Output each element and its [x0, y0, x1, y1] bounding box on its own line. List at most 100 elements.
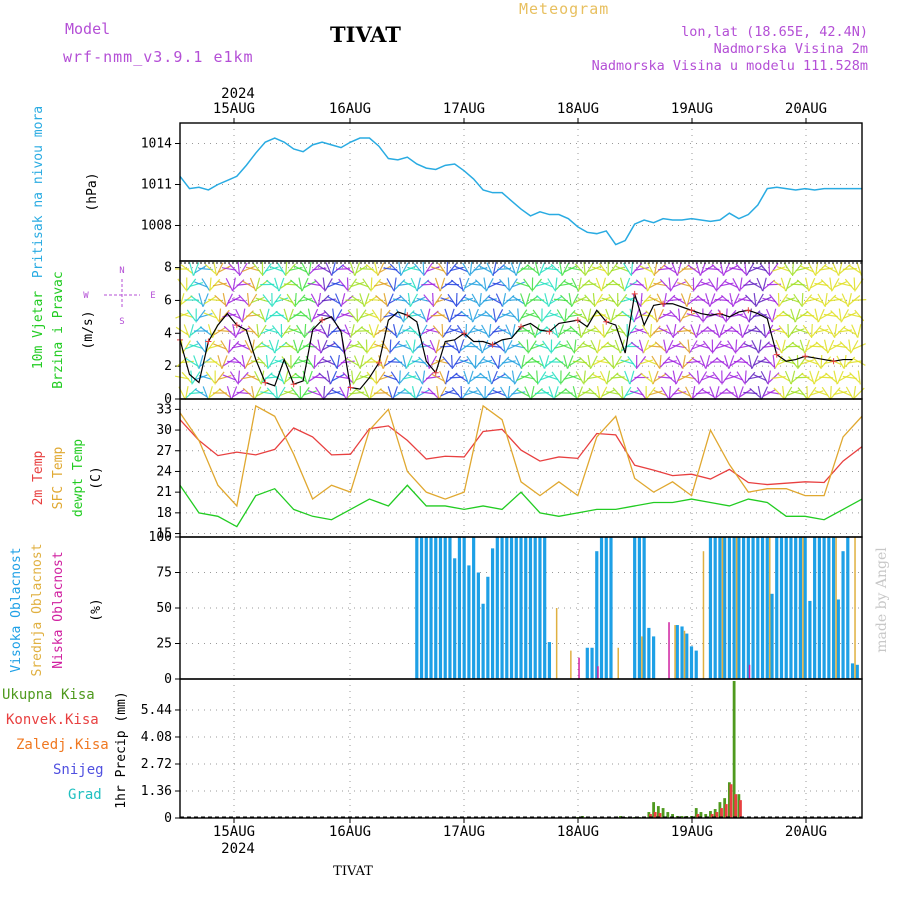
wind-barb: [635, 279, 648, 290]
wind-barb: [815, 261, 819, 277]
wind-barb: [260, 327, 274, 335]
wind-barb: [464, 390, 478, 396]
cloud-bar: [735, 537, 738, 679]
wind-barb: [283, 370, 289, 385]
wind-barb: [565, 309, 576, 322]
wind-barb: [275, 310, 288, 321]
wind-barb: [587, 375, 602, 380]
wind-barb: [668, 358, 682, 366]
wind-barb: [288, 266, 303, 272]
wind-barb: [468, 390, 483, 396]
wind-barb: [669, 309, 680, 322]
wind-barb: [511, 281, 526, 288]
wind-barb: [237, 327, 251, 335]
wind-barb: [548, 293, 555, 307]
wind-barb: [293, 265, 308, 273]
wind-barb: [817, 293, 826, 307]
wind-barb: [212, 282, 227, 287]
wind-barb: [188, 324, 194, 338]
temp-ylabel-dewpt: dewpt Temp: [71, 439, 86, 517]
wind-barb: [417, 389, 430, 397]
wind-barb: [595, 277, 602, 292]
wind-barb: [304, 323, 307, 339]
wind-barb: [584, 294, 595, 306]
cloud-bar: [689, 646, 694, 679]
wind-barb: [729, 313, 744, 318]
cloud-ylabel-low: Niska Oblacnost: [51, 551, 66, 668]
wind-barb: [520, 312, 535, 319]
wind-barb: [834, 323, 838, 339]
wind-barb: [306, 370, 313, 385]
wind-barb: [696, 295, 709, 305]
wind-barb: [318, 372, 330, 383]
cloud-bar: [713, 537, 717, 679]
wind-barb: [625, 296, 639, 304]
temp-line-2m-temp: [179, 419, 863, 486]
wind-barb: [317, 292, 322, 308]
wind-barb: [601, 297, 616, 303]
cloud-bar: [457, 537, 462, 679]
wind-ylabel-2: Brzina i Pravac: [51, 271, 66, 388]
wind-barb: [743, 327, 757, 335]
wind-barb: [852, 385, 857, 401]
wind-barb: [307, 308, 312, 323]
wind-barb: [389, 263, 401, 275]
wind-barb: [591, 266, 606, 272]
cloud-bar: [424, 537, 428, 679]
cloud-bar: [784, 537, 788, 679]
wind-barb: [257, 356, 268, 368]
wind-barb: [179, 312, 194, 319]
wind-barb: [848, 264, 861, 274]
wind-barb: [738, 324, 743, 338]
wind-barb: [820, 354, 823, 370]
wind-barb: [771, 308, 777, 323]
wind-barb: [754, 325, 766, 337]
wind-barb: [833, 370, 838, 385]
cloud-bar: [854, 537, 856, 679]
wind-barb: [277, 386, 286, 400]
wind-gust-marker: [489, 341, 496, 348]
wind-barb: [516, 389, 530, 397]
wind-barb: [739, 356, 752, 368]
wind-barb: [677, 373, 691, 382]
wind-barb: [244, 339, 253, 354]
wind-barb: [644, 277, 649, 292]
wind-barb: [426, 354, 430, 370]
wind-barb: [324, 278, 333, 291]
wind-barb: [705, 355, 711, 369]
wind-barb: [630, 341, 643, 352]
wind-barb: [345, 343, 360, 350]
wind-barb: [786, 297, 800, 303]
wind-barb: [370, 277, 373, 292]
wind-barb: [719, 262, 724, 276]
wind-barb: [355, 374, 369, 381]
cloud-bar: [846, 537, 850, 679]
wind-barb: [763, 323, 766, 339]
wind-barb: [335, 293, 342, 307]
wind-barb: [252, 263, 263, 275]
wind-barb: [727, 340, 736, 353]
wind-barb: [246, 266, 260, 272]
wind-barb: [398, 370, 401, 385]
wind-barb: [320, 339, 328, 354]
wind-barb: [668, 385, 672, 401]
wind-barb: [271, 325, 282, 337]
wind-barb: [537, 371, 547, 384]
wind-barb: [331, 262, 336, 276]
wind-barb: [515, 262, 521, 276]
wind-barb: [503, 372, 515, 383]
cloud-bar: [680, 626, 684, 679]
wind-barb: [250, 360, 265, 364]
cloud-bar: [641, 636, 643, 679]
wind-barb: [620, 359, 635, 365]
wind-barb: [833, 281, 847, 288]
y-tick-label: 6: [164, 293, 172, 308]
wind-barb: [624, 370, 631, 385]
wind-barb: [649, 280, 663, 289]
y-tick-label: 1008: [141, 218, 172, 233]
wind-barb: [548, 386, 555, 400]
wind-barb: [325, 262, 333, 276]
wind-barb: [242, 387, 254, 399]
wind-barb: [832, 262, 839, 276]
wind-barb: [772, 279, 785, 290]
